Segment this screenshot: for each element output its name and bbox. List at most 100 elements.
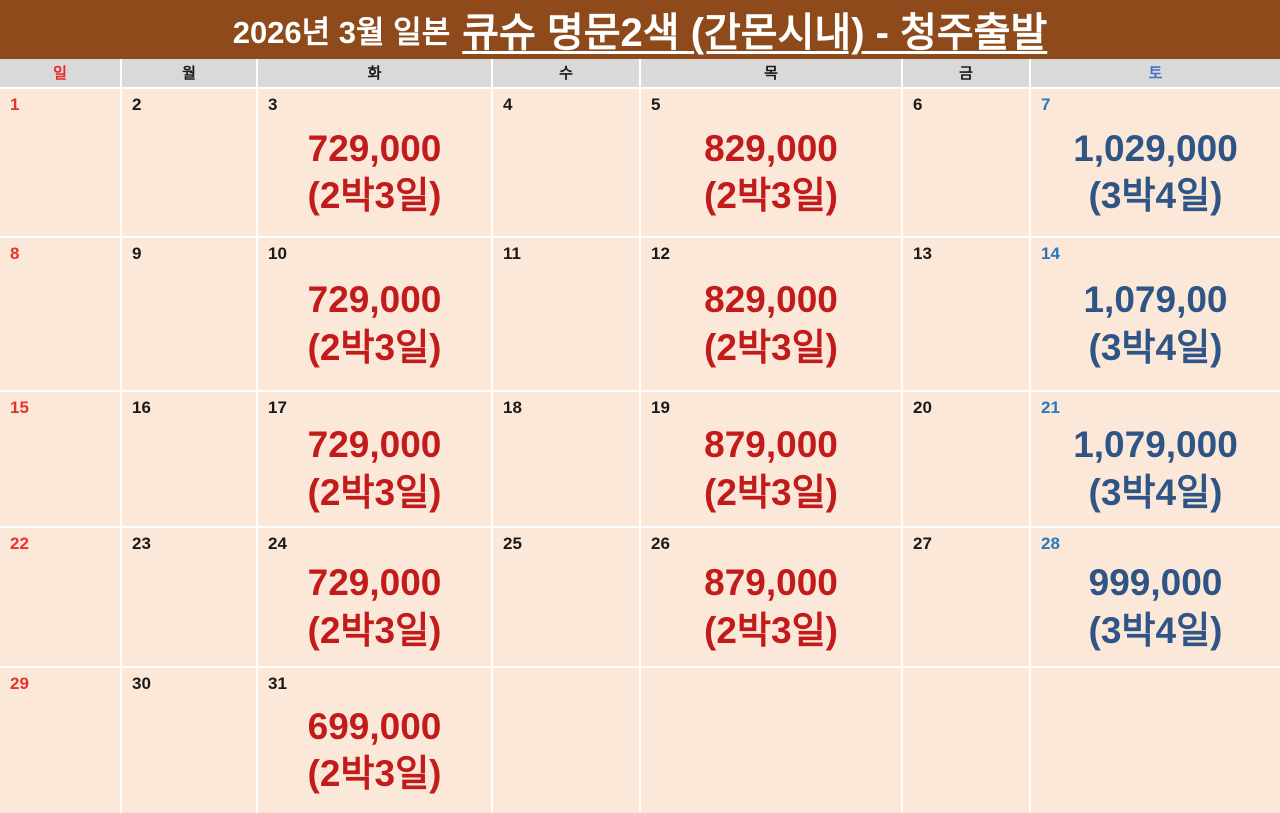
price-amount: 729,000 <box>307 562 442 604</box>
dow-wednesday: 수 <box>493 58 639 87</box>
price-block: 699,000 (2박3일) <box>258 694 491 813</box>
price-amount: 729,000 <box>307 279 442 321</box>
day-number: 20 <box>913 398 932 417</box>
calendar-cell: 18 <box>493 392 639 526</box>
day-number: 31 <box>268 674 287 693</box>
price-block: 729,000 (2박3일) <box>258 115 491 236</box>
dow-friday: 금 <box>903 58 1029 87</box>
price-block: 829,000 (2박3일) <box>641 264 901 390</box>
day-number: 26 <box>651 534 670 553</box>
day-number: 16 <box>132 398 151 417</box>
calendar-cell: 9 <box>122 238 256 390</box>
day-number: 30 <box>132 674 151 693</box>
price-amount: 1,079,00 <box>1083 279 1228 321</box>
price-duration: (2박3일) <box>307 609 442 651</box>
price-amount: 729,000 <box>307 424 442 466</box>
day-number: 5 <box>651 95 661 114</box>
calendar-cell: 27 <box>903 528 1029 666</box>
calendar-cell: 17 729,000 (2박3일) <box>258 392 491 526</box>
calendar-cell: 10 729,000 (2박3일) <box>258 238 491 390</box>
dow-monday: 월 <box>122 58 256 87</box>
dow-tuesday: 화 <box>258 58 491 87</box>
calendar-cell: 26 879,000 (2박3일) <box>641 528 901 666</box>
calendar-cell: 16 <box>122 392 256 526</box>
day-number: 15 <box>10 398 29 417</box>
day-number: 29 <box>10 674 29 693</box>
day-number: 17 <box>268 398 287 417</box>
price-block: 729,000 (2박3일) <box>258 264 491 390</box>
calendar-cell: 4 <box>493 89 639 236</box>
calendar-cell: 2 <box>122 89 256 236</box>
day-number: 23 <box>132 534 151 553</box>
price-duration: (3박4일) <box>1088 326 1223 368</box>
price-duration: (2박3일) <box>704 326 838 368</box>
price-duration: (2박3일) <box>704 609 838 651</box>
price-block: 999,000 (3박4일) <box>1031 554 1280 666</box>
day-number: 8 <box>10 244 20 263</box>
title-bar: 2026년 3월 일본 큐슈 명문2색 (간몬시내) - 청주출발 <box>0 0 1280 59</box>
day-number: 9 <box>132 244 142 263</box>
price-block: 729,000 (2박3일) <box>258 418 491 526</box>
dow-thursday: 목 <box>641 58 901 87</box>
calendar-cell: 28 999,000 (3박4일) <box>1031 528 1280 666</box>
price-block: 1,029,000 (3박4일) <box>1031 115 1280 236</box>
title-prefix: 2026년 3월 일본 <box>232 14 451 50</box>
calendar-cell <box>493 668 639 813</box>
calendar-cell: 24 729,000 (2박3일) <box>258 528 491 666</box>
day-number: 12 <box>651 244 670 263</box>
page-title: 큐슈 명문2색 (간몬시내) - 청주출발 <box>462 11 1048 56</box>
price-duration: (2박3일) <box>307 175 442 217</box>
price-block: 879,000 (2박3일) <box>641 554 901 666</box>
calendar-cell: 25 <box>493 528 639 666</box>
price-amount: 699,000 <box>307 705 442 747</box>
calendar-cell: 23 <box>122 528 256 666</box>
price-amount: 829,000 <box>704 127 838 169</box>
price-block: 879,000 (2박3일) <box>641 418 901 526</box>
price-duration: (3박4일) <box>1088 175 1223 217</box>
price-duration: (2박3일) <box>704 175 838 217</box>
calendar-cell <box>1031 668 1280 813</box>
calendar-grid: 1 2 3 729,000 (2박3일) 4 5 829,000 (2박3일) 6 7 1,029,0… <box>0 89 1280 813</box>
dow-sunday: 일 <box>0 58 120 87</box>
calendar-cell: 3 729,000 (2박3일) <box>258 89 491 236</box>
price-amount: 999,000 <box>1088 562 1223 604</box>
day-number: 19 <box>651 398 670 417</box>
calendar-cell: 31 699,000 (2박3일) <box>258 668 491 813</box>
day-number: 21 <box>1041 398 1060 417</box>
price-amount: 879,000 <box>704 424 838 466</box>
price-block: 1,079,00 (3박4일) <box>1031 264 1280 390</box>
day-number: 13 <box>913 244 932 263</box>
day-number: 7 <box>1041 95 1051 114</box>
price-amount: 729,000 <box>307 127 442 169</box>
day-number: 22 <box>10 534 29 553</box>
price-duration: (3박4일) <box>1088 471 1223 513</box>
day-number: 27 <box>913 534 932 553</box>
dow-saturday: 토 <box>1031 58 1280 87</box>
price-amount: 829,000 <box>704 279 838 321</box>
calendar-cell: 1 <box>0 89 120 236</box>
calendar-cell: 8 <box>0 238 120 390</box>
price-amount: 879,000 <box>704 562 838 604</box>
day-number: 25 <box>503 534 522 553</box>
calendar-cell: 14 1,079,00 (3박4일) <box>1031 238 1280 390</box>
price-amount: 1,029,000 <box>1073 127 1238 169</box>
calendar-cell: 7 1,029,000 (3박4일) <box>1031 89 1280 236</box>
calendar-cell: 22 <box>0 528 120 666</box>
calendar-cell: 21 1,079,000 (3박4일) <box>1031 392 1280 526</box>
calendar-cell: 19 879,000 (2박3일) <box>641 392 901 526</box>
day-number: 28 <box>1041 534 1060 553</box>
calendar-cell: 11 <box>493 238 639 390</box>
calendar-cell: 29 <box>0 668 120 813</box>
day-number: 1 <box>10 95 20 114</box>
price-block: 829,000 (2박3일) <box>641 115 901 236</box>
day-number: 11 <box>503 244 521 263</box>
day-number: 24 <box>268 534 287 553</box>
day-number: 6 <box>913 95 923 114</box>
calendar-cell: 20 <box>903 392 1029 526</box>
calendar-cell: 13 <box>903 238 1029 390</box>
price-duration: (2박3일) <box>307 326 442 368</box>
calendar-cell <box>641 668 901 813</box>
day-of-week-header: 일 월 화 수 목 금 토 <box>0 58 1280 87</box>
calendar-cell: 6 <box>903 89 1029 236</box>
